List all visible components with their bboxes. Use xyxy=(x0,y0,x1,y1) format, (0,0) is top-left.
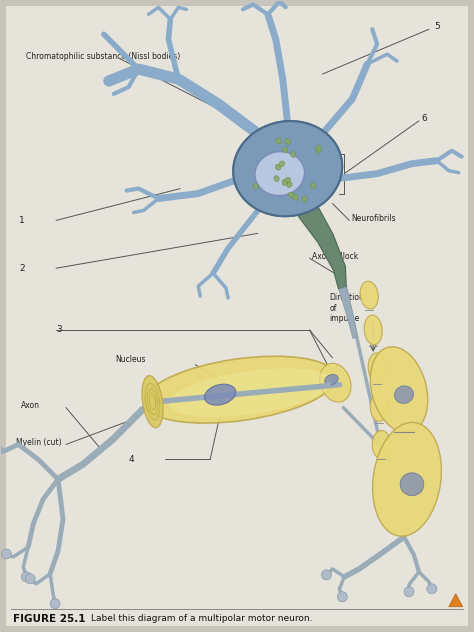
Text: Myelin (cut): Myelin (cut) xyxy=(16,438,62,447)
Ellipse shape xyxy=(204,384,236,405)
Ellipse shape xyxy=(370,392,388,422)
Ellipse shape xyxy=(360,281,378,309)
Ellipse shape xyxy=(292,195,298,200)
Ellipse shape xyxy=(291,152,296,157)
Ellipse shape xyxy=(279,161,284,167)
Ellipse shape xyxy=(316,147,321,154)
Text: Chromatophilic substance (Nissl bodies): Chromatophilic substance (Nissl bodies) xyxy=(26,52,181,61)
Ellipse shape xyxy=(233,121,342,216)
Text: Neurofibrils: Neurofibrils xyxy=(351,214,396,223)
Ellipse shape xyxy=(289,192,294,197)
Circle shape xyxy=(337,592,347,602)
Ellipse shape xyxy=(364,315,382,345)
Circle shape xyxy=(50,599,60,609)
Circle shape xyxy=(427,584,437,594)
Ellipse shape xyxy=(316,147,321,154)
Ellipse shape xyxy=(292,195,298,200)
Ellipse shape xyxy=(274,176,279,181)
Ellipse shape xyxy=(370,347,428,432)
Ellipse shape xyxy=(285,178,291,183)
Text: 5: 5 xyxy=(434,21,439,31)
Text: FIGURE 25.1: FIGURE 25.1 xyxy=(13,614,86,624)
Ellipse shape xyxy=(316,145,321,151)
Ellipse shape xyxy=(285,138,291,144)
Ellipse shape xyxy=(255,152,305,195)
Ellipse shape xyxy=(282,179,287,186)
Circle shape xyxy=(404,586,414,597)
Text: Direction
of
impulse: Direction of impulse xyxy=(329,293,365,323)
Polygon shape xyxy=(299,205,346,289)
Ellipse shape xyxy=(253,183,258,190)
Text: 1: 1 xyxy=(19,216,25,225)
Circle shape xyxy=(21,572,31,582)
Ellipse shape xyxy=(279,161,284,167)
Ellipse shape xyxy=(287,182,292,188)
Ellipse shape xyxy=(276,138,282,144)
Ellipse shape xyxy=(394,386,413,403)
Ellipse shape xyxy=(289,192,294,197)
Circle shape xyxy=(321,570,331,580)
Ellipse shape xyxy=(325,375,338,385)
Ellipse shape xyxy=(255,152,305,195)
Circle shape xyxy=(25,574,35,584)
Text: A: A xyxy=(453,600,458,605)
Ellipse shape xyxy=(291,152,296,157)
Polygon shape xyxy=(449,594,463,607)
Ellipse shape xyxy=(368,353,386,383)
Text: 2: 2 xyxy=(19,264,25,273)
Ellipse shape xyxy=(168,368,332,417)
Ellipse shape xyxy=(282,179,287,186)
Ellipse shape xyxy=(274,176,279,181)
Polygon shape xyxy=(338,287,358,339)
Ellipse shape xyxy=(142,375,163,428)
Text: Label this diagram of a multipolar motor neuron.: Label this diagram of a multipolar motor… xyxy=(91,614,312,623)
Ellipse shape xyxy=(400,473,424,495)
Ellipse shape xyxy=(316,145,321,151)
Ellipse shape xyxy=(372,430,390,458)
Ellipse shape xyxy=(144,356,336,423)
Ellipse shape xyxy=(310,183,316,188)
Ellipse shape xyxy=(233,121,342,216)
Ellipse shape xyxy=(283,147,288,153)
Circle shape xyxy=(1,549,11,559)
Ellipse shape xyxy=(285,138,291,144)
Text: 3: 3 xyxy=(56,325,62,334)
Ellipse shape xyxy=(253,183,258,190)
Ellipse shape xyxy=(275,164,281,170)
Ellipse shape xyxy=(285,178,291,183)
Ellipse shape xyxy=(302,196,307,202)
Text: Axon hillock: Axon hillock xyxy=(311,252,358,261)
Text: 4: 4 xyxy=(128,455,134,464)
Ellipse shape xyxy=(302,196,307,202)
Ellipse shape xyxy=(275,164,281,170)
FancyBboxPatch shape xyxy=(6,6,468,626)
Text: 6: 6 xyxy=(421,114,427,123)
Ellipse shape xyxy=(276,138,282,144)
Ellipse shape xyxy=(373,422,441,536)
Text: Nucleus: Nucleus xyxy=(116,355,146,364)
Ellipse shape xyxy=(287,182,292,188)
Text: Axon: Axon xyxy=(21,401,40,410)
Ellipse shape xyxy=(320,363,351,402)
Ellipse shape xyxy=(310,183,316,188)
Ellipse shape xyxy=(283,147,288,153)
